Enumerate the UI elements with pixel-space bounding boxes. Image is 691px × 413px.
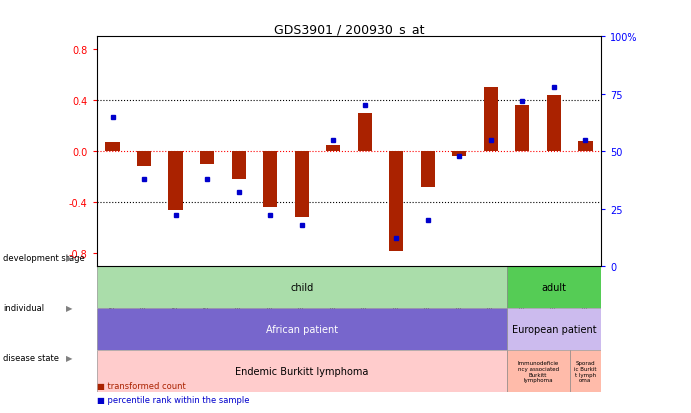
Text: African patient: African patient [265,324,338,334]
Bar [389,152,404,251]
Text: Endemic Burkitt lymphoma: Endemic Burkitt lymphoma [235,366,368,376]
Bar [106,143,120,152]
Text: ▶: ▶ [66,353,72,362]
Bar [169,152,182,210]
Text: ■ percentile rank within the sample: ■ percentile rank within the sample [97,395,249,404]
Bar [569,350,601,392]
Bar [578,142,592,152]
Text: European patient: European patient [511,324,596,334]
Title: GDS3901 / 200930_s_at: GDS3901 / 200930_s_at [274,23,424,36]
Bar [294,152,309,218]
Bar [200,152,214,164]
Bar [97,266,507,309]
Bar [97,309,507,350]
Bar [515,106,529,152]
Bar [137,152,151,167]
Text: development stage: development stage [3,254,85,263]
Text: ▶: ▶ [66,254,72,263]
Bar [507,350,569,392]
Text: ▶: ▶ [66,303,72,312]
Text: Immunodeficie
ncy associated
Burkitt
lymphoma: Immunodeficie ncy associated Burkitt lym… [518,360,559,382]
Bar [484,88,498,152]
Bar [507,309,601,350]
Text: disease state: disease state [3,353,59,362]
Bar [507,266,601,309]
Bar [358,114,372,152]
Bar [263,152,277,208]
Bar [231,152,246,180]
Text: ■ transformed count: ■ transformed count [97,381,185,390]
Text: individual: individual [3,303,45,312]
Text: adult: adult [541,282,567,292]
Bar [326,145,340,152]
Bar [547,96,561,152]
Bar [452,152,466,157]
Text: child: child [290,282,313,292]
Bar [97,350,507,392]
Bar [421,152,435,188]
Text: Sporad
ic Burkit
t lymph
oma: Sporad ic Burkit t lymph oma [574,360,596,382]
